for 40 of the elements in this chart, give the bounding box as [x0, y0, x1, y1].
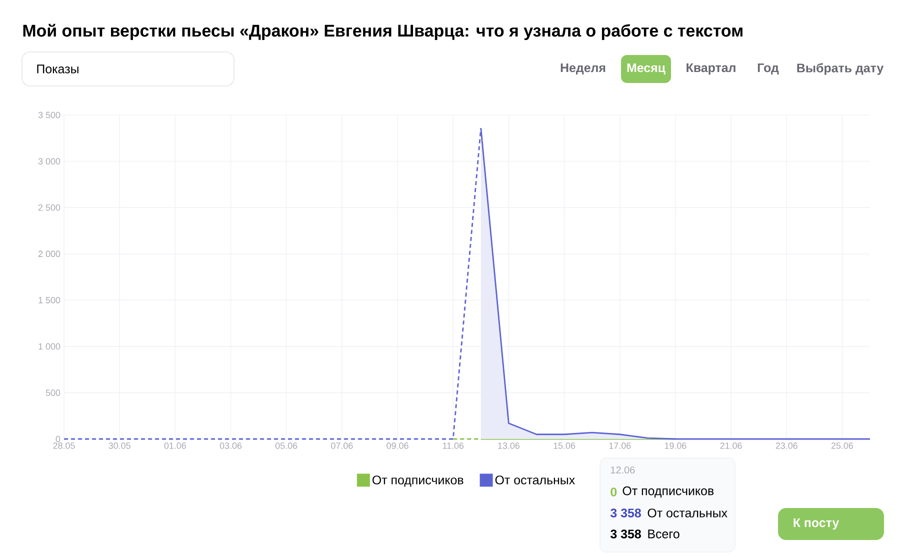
text: От подписчиков — [622, 486, 714, 498]
text: От остальных — [648, 508, 728, 518]
text: Показы — [37, 64, 78, 74]
x-tick-label: 28.05 — [53, 442, 75, 449]
y-tick-label: 2 000 — [38, 250, 60, 258]
y-tick-label: 1 500 — [38, 296, 60, 304]
x-tick-label: 17.06 — [609, 442, 631, 449]
y-tick-label: 0 — [56, 436, 60, 442]
text: 3 358 — [610, 530, 641, 538]
x-tick-label: 09.06 — [386, 442, 408, 449]
text: Всего — [648, 530, 680, 538]
legend-label: От остальных — [495, 476, 575, 484]
x-tick-label: 25.06 — [831, 442, 854, 449]
text: 0 — [610, 488, 617, 496]
x-tick-label: 03.06 — [220, 442, 242, 449]
legend-label: От подписчиков — [372, 476, 464, 487]
text: Выбрать дату — [797, 63, 884, 75]
text: Неделя — [560, 63, 606, 75]
text: 3 358 — [610, 508, 641, 518]
text: Месяц — [627, 63, 666, 75]
x-tick-label: 11.06 — [442, 442, 464, 449]
x-tick-label: 21.06 — [720, 442, 742, 449]
x-tick-label: 19.06 — [664, 442, 686, 449]
text: К посту — [794, 518, 840, 530]
y-tick-label: 3 000 — [38, 158, 60, 164]
text: Год — [758, 63, 779, 75]
x-tick-label: 07.06 — [331, 442, 353, 449]
x-tick-label: 30.05 — [108, 442, 130, 449]
text: 12.06 — [610, 466, 635, 474]
chart-title: Мой опыт верстки пьесы «Дракон» Евгения Шварца: что я узнала о работе с текстом — [23, 24, 742, 40]
x-tick-label: 01.06 — [164, 442, 186, 449]
y-tick-label: 1 000 — [38, 343, 60, 350]
y-tick-label: 3 500 — [38, 112, 60, 118]
text: Квартал — [686, 63, 736, 75]
y-tick-label: 2 500 — [38, 204, 60, 211]
x-tick-label: 13.06 — [498, 442, 520, 449]
x-tick-label: 05.06 — [275, 442, 298, 449]
x-tick-label: 23.06 — [776, 442, 798, 449]
y-tick-label: 500 — [46, 390, 60, 396]
x-tick-label: 15.06 — [554, 442, 576, 449]
